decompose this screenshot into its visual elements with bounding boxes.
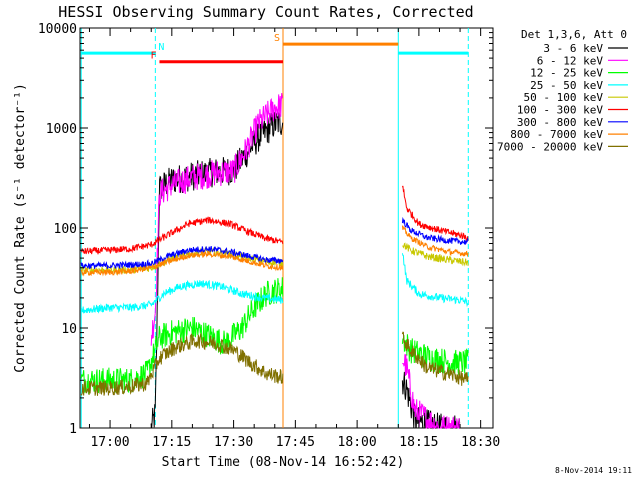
series-lines [80, 93, 469, 430]
legend-label: 12 - 25 keV [530, 67, 603, 80]
legend-label: 100 - 300 keV [517, 104, 603, 117]
series-line-8-seg-1 [401, 331, 469, 386]
x-tick-label: 17:00 [90, 435, 129, 450]
series-line-7-seg-0 [80, 250, 284, 277]
x-tick-label: 18:00 [338, 435, 377, 450]
y-tick-label: 100 [54, 222, 77, 237]
x-tick-label: 17:15 [152, 435, 191, 450]
legend-header: Det 1,3,6, Att 0 [521, 28, 627, 41]
y-tick-label: 10000 [38, 22, 77, 37]
series-line-3-seg-0 [80, 279, 284, 314]
x-tick-label: 17:30 [214, 435, 253, 450]
legend-label: 6 - 12 keV [537, 54, 604, 67]
flag-label-N: N [158, 42, 164, 53]
x-axis-label: Start Time (08-Nov-14 16:52:42) [162, 455, 405, 470]
series-line-1-seg-1 [402, 354, 461, 430]
series-line-8-seg-0 [80, 332, 284, 396]
series-line-6-seg-1 [401, 216, 469, 245]
series-line-2-seg-0 [80, 277, 284, 395]
series-line-1-seg-0 [150, 93, 284, 346]
x-tick-label: 18:15 [399, 435, 438, 450]
timestamp: 8-Nov-2014 19:11 [555, 466, 632, 475]
legend-label: 7000 - 20000 keV [497, 140, 603, 153]
x-tick-label: 17:45 [276, 435, 315, 450]
y-tick-label: 1 [69, 422, 77, 437]
series-line-7-seg-1 [401, 225, 469, 258]
legend-label: 3 - 6 keV [543, 42, 603, 55]
x-tick-label: 18:30 [461, 435, 500, 450]
y-tick-label: 1000 [46, 122, 77, 137]
legend-label: 300 - 800 keV [517, 116, 603, 129]
series-line-5-seg-1 [401, 185, 469, 242]
y-axis-label: Corrected Count Rate (s⁻¹ detector⁻¹) [13, 83, 28, 373]
series-line-5-seg-0 [80, 216, 284, 255]
flag-label-S: S [274, 33, 280, 44]
flag-bars: NF S [81, 33, 469, 64]
series-line-4-seg-1 [402, 242, 469, 267]
series-line-0-seg-0 [150, 111, 284, 429]
series-line-3-seg-1 [401, 253, 469, 308]
series-line-6-seg-0 [80, 245, 284, 270]
legend-label: 50 - 100 keV [524, 91, 604, 104]
region-markers [80, 28, 469, 428]
chart-title: HESSI Observing Summary Count Rates, Cor… [58, 3, 473, 21]
legend-label: 800 - 7000 keV [510, 128, 603, 141]
y-tick-label: 10 [61, 322, 77, 337]
axis-ticks: 17:00 17:15 17:30 17:45 18:00 18:15 18:30 1 10 10… [38, 22, 500, 450]
legend-label: 25 - 50 keV [530, 79, 603, 92]
flag-label-F: F [150, 51, 156, 62]
